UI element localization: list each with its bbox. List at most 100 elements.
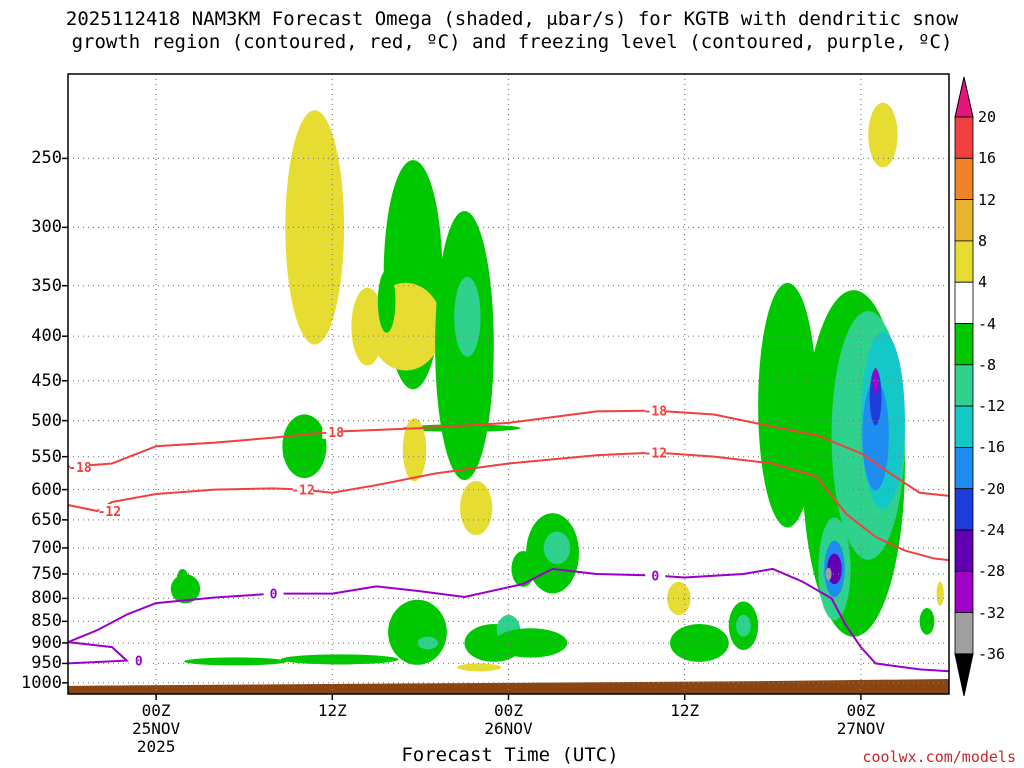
omega-region bbox=[388, 599, 447, 665]
contour-label: -18 bbox=[644, 405, 668, 420]
plot-frame bbox=[62, 73, 950, 700]
colorbar-tick-label: 8 bbox=[978, 231, 988, 250]
colorbar-tick-label: -28 bbox=[978, 562, 1006, 581]
contour-label-bg bbox=[645, 445, 666, 460]
y-tick-label: 650 bbox=[31, 509, 62, 530]
chart-title-line1: 2025112418 NAM3KM Forecast Omega (shaded… bbox=[65, 8, 959, 30]
x-tick-label-line: 27NOV bbox=[836, 719, 885, 738]
y-tick-label: 900 bbox=[31, 632, 62, 653]
contour-line bbox=[67, 451, 950, 562]
contour-label: -12 bbox=[98, 505, 121, 520]
omega-region bbox=[377, 270, 396, 333]
contour-label: -18 bbox=[68, 461, 92, 476]
x-tick-label-line: 00Z bbox=[141, 701, 171, 720]
colorbar-swatch bbox=[954, 405, 974, 448]
omega-region bbox=[511, 551, 535, 587]
omega-region bbox=[670, 624, 729, 662]
x-tick-label: 12Z bbox=[625, 702, 745, 720]
x-tick-label-line: 00Z bbox=[846, 701, 876, 720]
y-tick-label: 250 bbox=[31, 148, 62, 169]
y-tick-label: 300 bbox=[31, 217, 62, 238]
omega-region bbox=[862, 380, 889, 491]
colorbar-swatch bbox=[954, 116, 974, 159]
omega-region bbox=[936, 581, 944, 606]
colorbar-swatch bbox=[954, 364, 974, 407]
x-tick-label-line: 12Z bbox=[670, 701, 700, 720]
ground-surface bbox=[68, 679, 949, 694]
omega-region bbox=[872, 368, 879, 394]
contour-label-bg bbox=[292, 482, 313, 497]
y-tick-label: 850 bbox=[31, 611, 62, 632]
omega-region bbox=[417, 636, 439, 650]
omega-region bbox=[183, 657, 287, 666]
x-tick-label-line: 26NOV bbox=[484, 719, 533, 738]
contour-label: 0 bbox=[135, 655, 143, 670]
contour-label-bg bbox=[645, 568, 666, 583]
omega-region bbox=[176, 569, 189, 589]
y-tick-label: 800 bbox=[31, 588, 62, 609]
y-tick-label: 950 bbox=[31, 653, 62, 674]
contour-line bbox=[67, 567, 950, 673]
omega-region bbox=[402, 418, 427, 482]
colorbar-tick-label: 16 bbox=[978, 149, 997, 168]
y-tick-label: 500 bbox=[31, 410, 62, 431]
colorbar-tick-label: -4 bbox=[978, 314, 997, 333]
contour-label-bg bbox=[99, 504, 120, 519]
colorbar-swatch bbox=[954, 323, 974, 366]
colorbar-over-arrow bbox=[954, 76, 974, 118]
y-tick-label: 600 bbox=[31, 479, 62, 500]
y-tick-label: 1000 bbox=[21, 672, 62, 693]
colorbar-tick-label: -12 bbox=[978, 397, 1006, 416]
x-tick-label-line: 12Z bbox=[317, 701, 347, 720]
colorbar-tick-label: -36 bbox=[978, 644, 1006, 663]
omega-region bbox=[460, 480, 493, 536]
x-tick-label-line: 00Z bbox=[494, 701, 523, 720]
omega-region bbox=[919, 607, 935, 635]
x-tick-label: 12Z bbox=[272, 702, 392, 720]
contour-layer: -18 -18 -18 -12 -12 -12 0 0 0 bbox=[67, 403, 950, 673]
omega-region bbox=[457, 663, 502, 672]
x-tick-label: 00Z 25NOV 2025 bbox=[96, 702, 216, 756]
y-tick-label: 350 bbox=[31, 275, 62, 296]
colorbar bbox=[954, 76, 974, 697]
contour-label-bg bbox=[263, 586, 284, 601]
colorbar-under-arrow bbox=[954, 653, 974, 697]
grid-layer bbox=[68, 74, 949, 694]
omega-region bbox=[493, 628, 568, 658]
chart-title-line2: growth region (contoured, red, ºC) and f… bbox=[71, 31, 953, 53]
colorbar-swatch bbox=[954, 281, 974, 324]
omega-shading-layer bbox=[170, 102, 944, 672]
colorbar-tick-label: -32 bbox=[978, 603, 1006, 622]
y-tick-label: 450 bbox=[31, 370, 62, 391]
source-credit: coolwx.com/models bbox=[862, 748, 1016, 766]
contour-label: 0 bbox=[651, 570, 659, 585]
colorbar-tick-label: -20 bbox=[978, 479, 1006, 498]
omega-region bbox=[869, 368, 882, 426]
x-tick-label-line: 25NOV bbox=[132, 719, 181, 738]
contour-label-bg bbox=[128, 653, 149, 668]
colorbar-swatch bbox=[954, 157, 974, 201]
omega-region bbox=[282, 414, 327, 479]
omega-region bbox=[454, 276, 481, 357]
colorbar-tick-label: 4 bbox=[978, 273, 988, 292]
colorbar-tick-label: -24 bbox=[978, 521, 1006, 539]
contour-label: 0 bbox=[270, 588, 278, 603]
omega-region bbox=[543, 531, 571, 565]
y-tick-label: 400 bbox=[31, 326, 62, 347]
x-tick-label-line: 2025 bbox=[136, 737, 176, 756]
y-tick-label: 550 bbox=[31, 446, 62, 467]
x-tick-label: 00Z 27NOV bbox=[801, 702, 921, 738]
contour-label-bg bbox=[70, 459, 90, 474]
omega-region bbox=[736, 614, 751, 637]
colorbar-swatch bbox=[954, 612, 974, 655]
colorbar-swatch bbox=[954, 240, 974, 283]
colorbar-swatch bbox=[954, 529, 974, 572]
colorbar-swatch bbox=[954, 488, 974, 531]
omega-region bbox=[280, 654, 399, 665]
colorbar-tick-label: 20 bbox=[978, 108, 997, 126]
omega-region bbox=[285, 110, 345, 345]
contour-label-bg bbox=[322, 424, 343, 439]
x-axis-title: Forecast Time (UTC) bbox=[401, 744, 619, 766]
colorbar-swatch bbox=[954, 570, 974, 613]
